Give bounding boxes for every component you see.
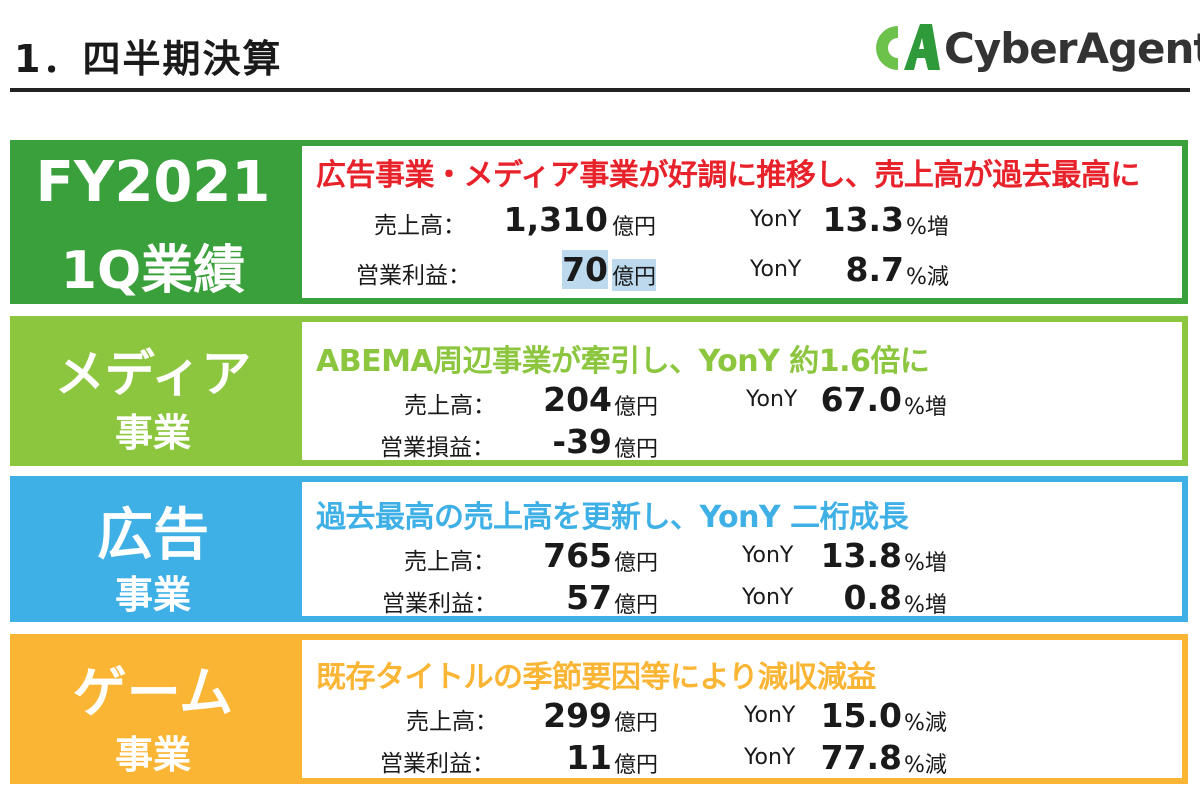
section-label-line2: 1Q業績	[60, 241, 246, 301]
section-headline: 過去最高の売上高を更新し、YonY 二桁成長	[316, 500, 909, 535]
yony-label: YonY	[742, 543, 794, 568]
yony-change: %増	[904, 395, 947, 420]
yony-change: %減	[904, 711, 947, 736]
metric-unit: 億円	[614, 753, 659, 778]
metric-row-sales: 売上高： 765 億円 YonY 13.8 %増	[302, 536, 1182, 576]
yony-percent: 15.0	[820, 696, 902, 735]
section-box-fy: 広告事業・メディア事業が好調に推移し、売上高が過去最高に 売上高： 1,310 …	[296, 140, 1188, 304]
section-fy2021-1q: FY2021 1Q業績 広告事業・メディア事業が好調に推移し、売上高が過去最高に…	[10, 140, 1188, 304]
section-headline: ABEMA周辺事業が牽引し、YonY 約1.6倍に	[316, 344, 930, 379]
yony-label: YonY	[746, 387, 798, 412]
yony-change: %増	[906, 215, 949, 240]
yony-percent: 13.3	[822, 200, 904, 239]
section-game: ゲーム 事業 既存タイトルの季節要因等により減収減益 売上高： 299 億円 Y…	[10, 634, 1188, 784]
metric-unit: 億円	[612, 259, 657, 291]
metric-value: -39	[552, 422, 612, 461]
yony-label: YonY	[744, 745, 796, 770]
logo-wordmark: CyberAgent	[944, 23, 1200, 73]
metric-value: 1,310	[503, 200, 608, 239]
yony-percent: 13.8	[820, 536, 902, 575]
title-divider	[10, 88, 1190, 92]
metric-row-operating-profit: 営業利益： 57 億円 YonY 0.8 %増	[302, 578, 1182, 618]
section-advertising: 広告 事業 過去最高の売上高を更新し、YonY 二桁成長 売上高： 765 億円…	[10, 476, 1188, 622]
yony-change: %増	[904, 551, 947, 576]
metric-value: 70	[562, 250, 608, 289]
metric-label: 売上高：	[406, 709, 498, 735]
yony-label: YonY	[750, 207, 802, 232]
yony-percent: 67.0	[820, 380, 902, 419]
section-headline: 広告事業・メディア事業が好調に推移し、売上高が過去最高に	[316, 158, 1140, 193]
yony-change: %増	[904, 593, 947, 618]
section-label-line1: 広告	[97, 503, 209, 568]
metric-unit: 億円	[614, 395, 659, 420]
metric-row-sales: 売上高： 1,310 億円 YonY 13.3 %増	[302, 200, 1182, 240]
metric-row-sales: 売上高： 204 億円 YonY 67.0 %増	[302, 380, 1182, 420]
yony-change: %減	[904, 753, 947, 778]
cyberagent-logo: CyberAgent	[868, 18, 1200, 78]
section-headline: 既存タイトルの季節要因等により減収減益	[316, 660, 876, 695]
section-label-line1: メディア	[54, 345, 252, 403]
metric-row-operating-loss: 営業損益： -39 億円	[302, 422, 1182, 462]
section-box-media: ABEMA周辺事業が牽引し、YonY 約1.6倍に 売上高： 204 億円 Yo…	[296, 316, 1188, 466]
metric-label: 営業利益：	[380, 751, 495, 777]
ca-logo-icon	[876, 24, 940, 70]
metric-label: 売上高：	[374, 213, 466, 239]
section-label-media: メディア 事業	[10, 316, 296, 466]
section-label-game: ゲーム 事業	[10, 634, 296, 784]
section-box-game: 既存タイトルの季節要因等により減収減益 売上高： 299 億円 YonY 15.…	[296, 634, 1188, 784]
section-media: メディア 事業 ABEMA周辺事業が牽引し、YonY 約1.6倍に 売上高： 2…	[10, 316, 1188, 466]
metric-unit: 億円	[614, 711, 659, 736]
yony-label: YonY	[750, 257, 802, 282]
metric-value: 204	[543, 380, 612, 419]
metric-label: 営業損益：	[380, 435, 495, 461]
metric-unit: 億円	[614, 551, 659, 576]
metric-row-operating-profit: 営業利益： 70 億円 YonY 8.7 %減	[302, 250, 1182, 291]
metric-unit: 億円	[612, 215, 657, 240]
yony-percent: 77.8	[820, 738, 902, 777]
section-label-ad: 広告 事業	[10, 476, 296, 622]
yony-percent: 0.8	[843, 578, 902, 617]
section-box-ad: 過去最高の売上高を更新し、YonY 二桁成長 売上高： 765 億円 YonY …	[296, 476, 1188, 622]
metric-value: 299	[543, 696, 612, 735]
metric-unit: 億円	[614, 593, 659, 618]
yony-label: YonY	[742, 585, 794, 610]
yony-percent: 8.7	[845, 250, 904, 289]
metric-row-operating-profit: 営業利益： 11 億円 YonY 77.8 %減	[302, 738, 1182, 778]
section-label-line2: 事業	[114, 573, 191, 617]
section-label-line2: 事業	[114, 411, 191, 455]
section-label-line1: FY2021	[35, 150, 271, 215]
metric-label: 売上高：	[404, 549, 496, 575]
yony-label: YonY	[744, 703, 796, 728]
section-label-line1: ゲーム	[72, 661, 234, 724]
yony-change: %減	[906, 265, 949, 290]
metric-value: 57	[566, 578, 612, 617]
metric-label: 売上高：	[404, 393, 496, 419]
page-title: 1．四半期決算	[14, 37, 283, 81]
metric-value: 11	[566, 738, 612, 777]
metric-value: 765	[543, 536, 612, 575]
section-label-fy: FY2021 1Q業績	[10, 140, 296, 304]
section-label-line2: 事業	[114, 733, 191, 777]
metric-label: 営業利益：	[382, 591, 497, 617]
metric-row-sales: 売上高： 299 億円 YonY 15.0 %減	[302, 696, 1182, 736]
metric-label: 営業利益：	[356, 263, 471, 289]
metric-unit: 億円	[614, 437, 659, 462]
